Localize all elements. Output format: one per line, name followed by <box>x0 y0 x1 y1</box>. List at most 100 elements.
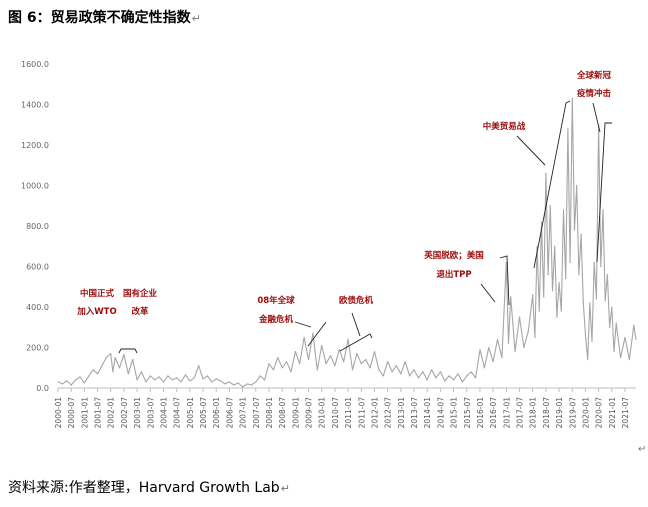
data-point <box>255 381 257 383</box>
data-point <box>176 377 178 379</box>
data-point <box>543 296 545 298</box>
annotation-leader <box>592 102 612 263</box>
x-tick-label: 2015-01 <box>450 397 459 429</box>
data-point <box>307 359 310 361</box>
x-tick-label: 2002-01 <box>107 397 116 429</box>
x-tick-label: 2015-07 <box>463 397 472 429</box>
data-point <box>540 221 543 223</box>
series-line <box>57 97 637 388</box>
data-point <box>92 369 94 371</box>
x-tick-label: 2010-07 <box>331 397 340 429</box>
y-tick-label: 800.0 <box>26 222 49 231</box>
data-point <box>158 376 160 378</box>
data-point <box>110 352 112 355</box>
data-point <box>556 316 558 318</box>
x-tick-label: 2014-07 <box>436 397 445 429</box>
y-tick-label: 1200.0 <box>21 141 49 150</box>
y-tick-label: 1400.0 <box>21 101 49 110</box>
data-point <box>347 338 349 340</box>
data-point <box>211 381 213 383</box>
data-point <box>228 381 231 383</box>
source-note: 资料来源:作者整理，Harvard Growth Lab↵ <box>8 477 290 497</box>
data-point <box>578 274 580 276</box>
x-tick-label: 2019-07 <box>568 397 577 429</box>
data-point <box>277 357 279 359</box>
data-point <box>461 381 463 383</box>
x-tick-label: 2002-07 <box>120 397 129 429</box>
y-tick-label: 600.0 <box>26 263 49 272</box>
data-point <box>635 338 637 340</box>
data-point <box>220 380 222 382</box>
data-point <box>591 340 593 343</box>
x-tick-label: 2020-07 <box>595 397 604 429</box>
data-point <box>338 348 340 351</box>
data-point <box>606 274 609 276</box>
data-point <box>136 379 138 381</box>
data-point <box>334 365 336 367</box>
data-point <box>595 298 598 300</box>
data-point <box>167 375 169 377</box>
trade-policy-uncertainty-chart: 0.0 200.0 400.0 600.0 800.0 1000.0 1200.0 1400.… <box>21 60 637 429</box>
data-point <box>613 350 615 353</box>
data-point <box>536 245 538 247</box>
data-point <box>628 359 631 361</box>
annotation-leader <box>339 312 373 352</box>
data-point <box>426 379 428 381</box>
data-point <box>448 375 450 377</box>
x-tick-label: 2008-01 <box>265 397 274 429</box>
data-point <box>488 346 490 349</box>
data-point <box>413 369 415 371</box>
data-point <box>527 330 529 332</box>
annotation-leader <box>480 255 510 306</box>
data-point <box>123 353 125 356</box>
data-point <box>105 357 107 359</box>
data-point <box>567 128 569 130</box>
data-point <box>154 379 156 381</box>
series-group <box>57 97 637 388</box>
data-point <box>551 290 554 292</box>
data-point <box>439 371 442 373</box>
source-note-text: 资料来源:作者整理，Harvard Growth Lab <box>8 480 280 496</box>
data-point <box>501 357 503 359</box>
y-tick-label: 200.0 <box>26 344 49 353</box>
x-tick-label: 2006-01 <box>212 397 221 429</box>
data-point <box>259 375 261 377</box>
data-point <box>365 359 367 361</box>
data-point <box>562 209 565 211</box>
data-point <box>602 209 604 211</box>
data-point <box>457 373 459 375</box>
data-point <box>505 261 507 264</box>
data-point <box>633 324 635 326</box>
x-tick-label: 2009-01 <box>291 397 300 429</box>
data-point <box>492 361 494 363</box>
data-point <box>70 384 72 386</box>
x-tick-label: 2003-01 <box>133 397 142 429</box>
data-point <box>171 379 173 381</box>
x-tick-label: 2013-07 <box>410 397 419 429</box>
data-point <box>474 377 477 379</box>
x-tick-label: 2005-07 <box>199 397 208 429</box>
x-tick-label: 2009-07 <box>305 397 314 429</box>
data-point <box>132 359 134 361</box>
data-point <box>127 373 129 375</box>
data-point <box>611 306 613 308</box>
data-point <box>281 367 283 369</box>
data-point <box>560 310 562 312</box>
data-point <box>593 261 595 264</box>
data-point <box>573 229 576 231</box>
data-point <box>242 386 244 388</box>
data-point <box>246 383 248 385</box>
data-point <box>224 383 226 385</box>
x-tick-label: 2005-01 <box>186 397 195 429</box>
data-point <box>193 377 195 379</box>
data-point <box>483 367 485 369</box>
annotation-label: 中美贸易战 <box>483 121 526 132</box>
data-point <box>558 282 560 284</box>
data-point <box>369 367 371 369</box>
data-point <box>202 378 204 380</box>
x-tick-label: 2012-07 <box>384 397 393 429</box>
data-point <box>351 369 354 371</box>
x-tick-label: 2011-07 <box>357 397 366 429</box>
x-tick-label: 2021-01 <box>608 397 617 429</box>
x-tick-label: 2016-01 <box>476 397 485 429</box>
